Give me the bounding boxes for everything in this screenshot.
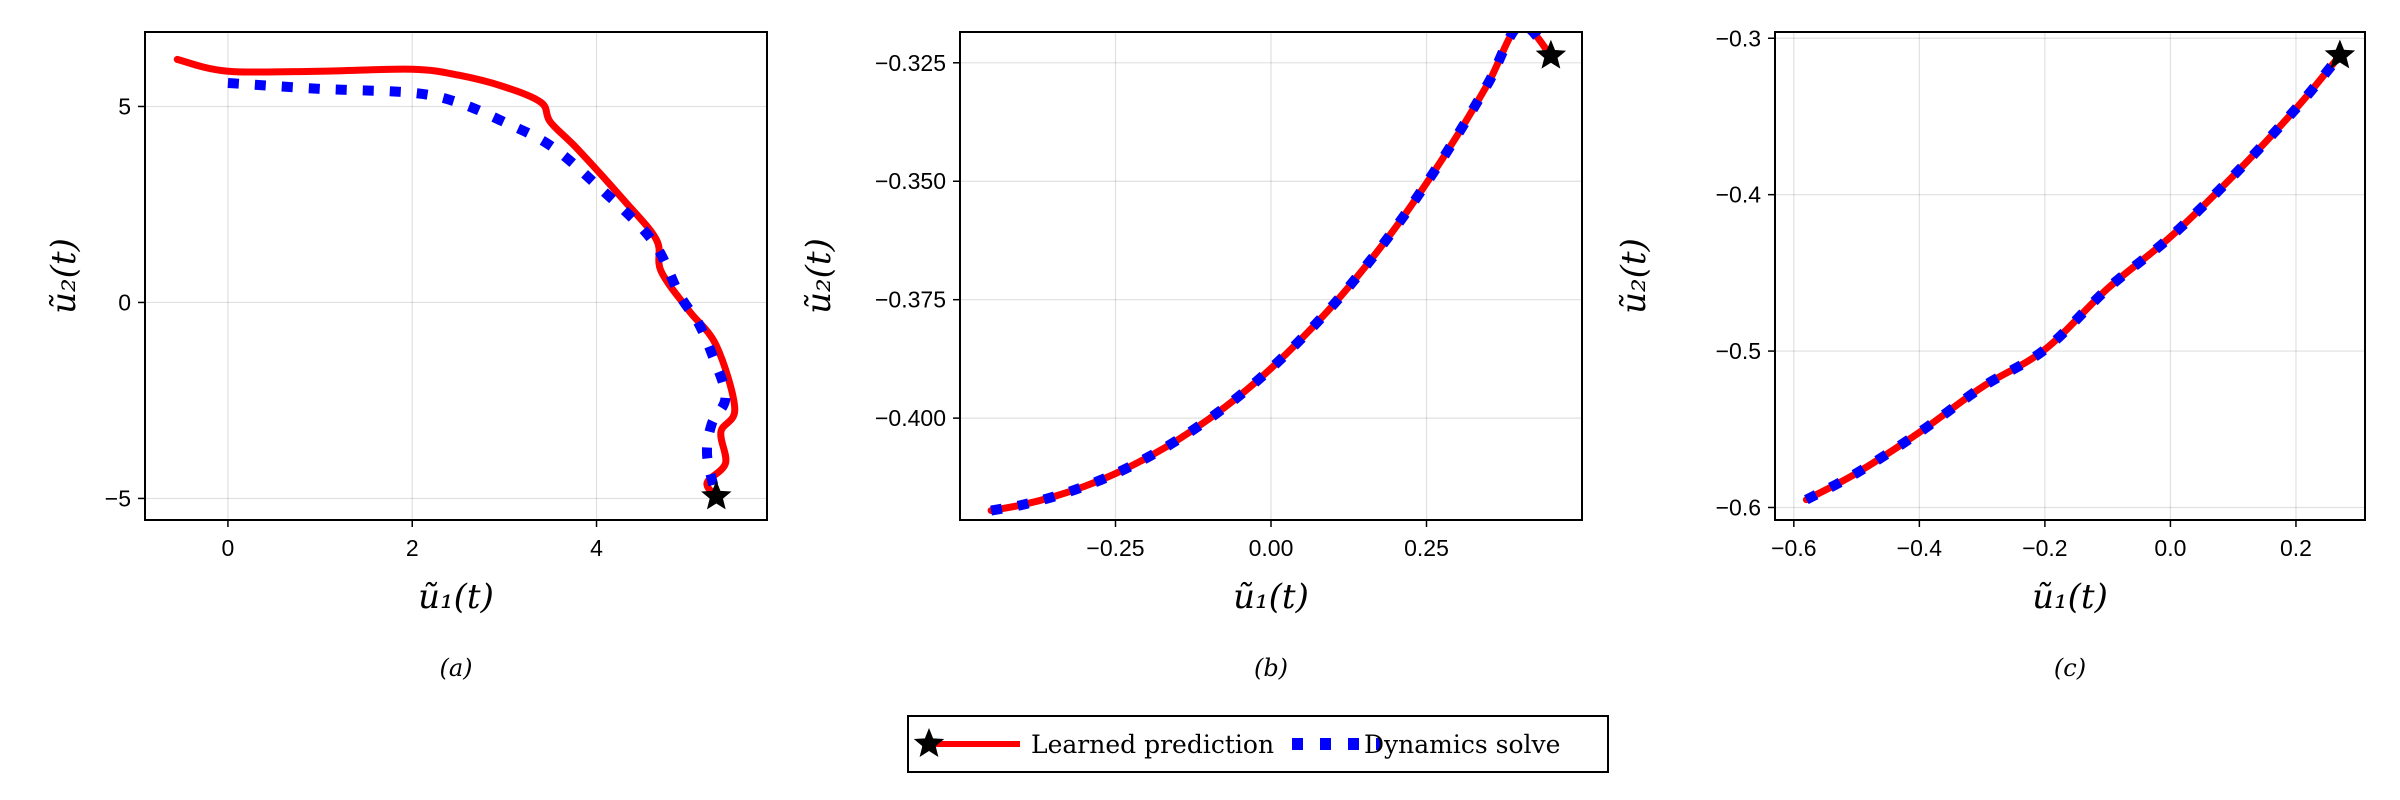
x-axis-label: ũ₁(t) bbox=[418, 577, 494, 617]
x-tick-label: 2 bbox=[406, 535, 419, 561]
y-tick-label: −0.3 bbox=[1716, 25, 1761, 51]
plot-frame bbox=[959, 31, 1583, 521]
series-line-learned-prediction bbox=[173, 55, 739, 500]
x-tick-label: 0.00 bbox=[1249, 535, 1294, 561]
series-line-dynamics-solve bbox=[227, 77, 731, 498]
x-tick-label: 0 bbox=[222, 535, 235, 561]
x-tick-label: 0.25 bbox=[1404, 535, 1449, 561]
series-line-learned-prediction bbox=[1802, 51, 2344, 504]
final-point-star-icon bbox=[701, 480, 732, 510]
y-tick-label: −0.5 bbox=[1716, 338, 1761, 364]
x-tick-label: −0.6 bbox=[1771, 535, 1816, 561]
y-axis-label: ũ₂(t) bbox=[44, 238, 84, 314]
chart-panel-1: 0 2 4 −5 0 5 ũ₁(t) ũ₂(t) (a) bbox=[44, 31, 768, 682]
series-line-dynamics-solve bbox=[1804, 52, 2344, 505]
y-tick-label: −0.375 bbox=[875, 287, 946, 313]
legend: Learned prediction Dynamics solve bbox=[907, 715, 1609, 773]
x-tick-label: −0.25 bbox=[1086, 535, 1144, 561]
final-point-star-icon bbox=[2324, 39, 2356, 69]
legend-box bbox=[907, 715, 1609, 773]
y-axis-label: ũ₂(t) bbox=[799, 238, 839, 314]
y-tick-label: −0.325 bbox=[875, 50, 946, 76]
y-tick-label: −0.4 bbox=[1716, 182, 1762, 208]
panel-label: (c) bbox=[2054, 654, 2086, 682]
legend-learned-label: Learned prediction bbox=[1031, 730, 1274, 759]
panel-label: (a) bbox=[439, 654, 472, 682]
final-point-star-icon bbox=[1535, 39, 1567, 69]
x-tick-label: 0.2 bbox=[2280, 535, 2312, 561]
y-tick-label: 5 bbox=[118, 93, 131, 119]
y-tick-label: −0.6 bbox=[1716, 494, 1761, 520]
series-line-learned-prediction bbox=[987, 32, 1555, 515]
chart-panel-2: −0.25 0.00 0.25 −0.400 −0.375 −0.350 −0.325 ũ₁(… bbox=[799, 31, 1583, 682]
y-tick-label: −5 bbox=[105, 485, 131, 511]
chart-panel-3: −0.6 −0.4 −0.2 0.0 0.2 −0.6 −0.5 −0.4 −0.3 ũ₁(t) ũ… bbox=[1614, 25, 2366, 682]
x-tick-label: −0.4 bbox=[1897, 535, 1943, 561]
plot-frame bbox=[144, 31, 768, 521]
x-axis-label: ũ₁(t) bbox=[2032, 577, 2108, 617]
panel-label: (b) bbox=[1254, 654, 1288, 682]
plot-frame bbox=[1774, 31, 2366, 521]
y-tick-label: 0 bbox=[118, 289, 131, 315]
y-tick-label: −0.400 bbox=[875, 405, 946, 431]
x-tick-label: 4 bbox=[590, 535, 603, 561]
x-tick-label: −0.2 bbox=[2022, 535, 2067, 561]
legend-star-icon bbox=[913, 728, 945, 757]
x-tick-label: 0.0 bbox=[2154, 535, 2186, 561]
y-tick-label: −0.350 bbox=[875, 168, 946, 194]
x-axis-label: ũ₁(t) bbox=[1233, 577, 1309, 617]
legend-solve-label: Dynamics solve bbox=[1364, 730, 1560, 759]
y-axis-label: ũ₂(t) bbox=[1614, 238, 1654, 314]
